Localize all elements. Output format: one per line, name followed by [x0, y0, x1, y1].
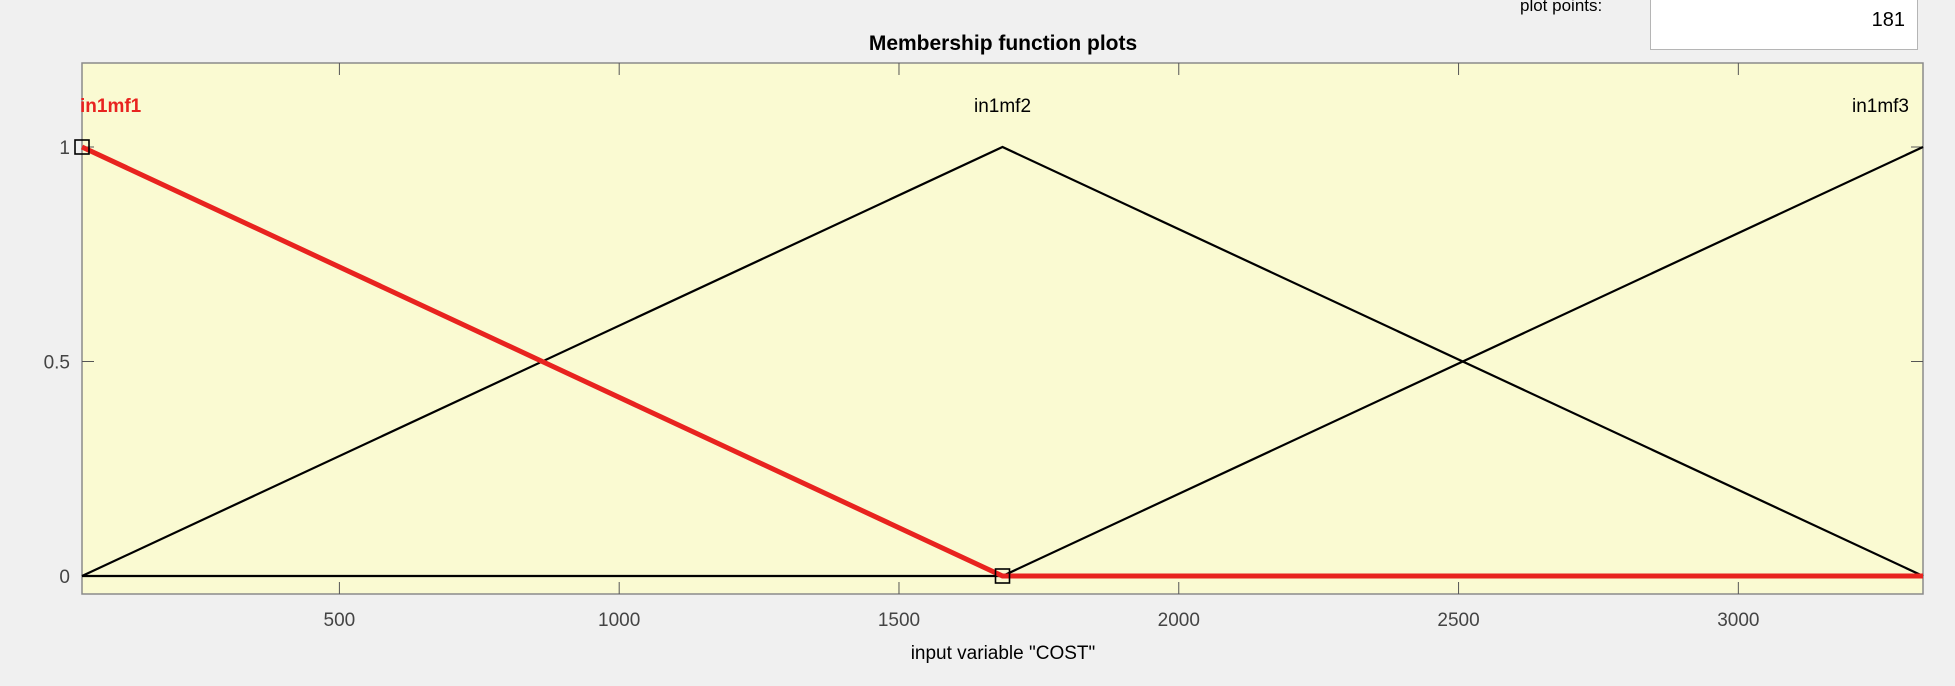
chart-title: Membership function plots	[869, 32, 1137, 55]
plot-area[interactable]	[81, 62, 1924, 595]
x-axis-label: input variable "COST"	[911, 643, 1096, 664]
y-tick-label: 0.5	[44, 353, 70, 374]
selection-handle[interactable]	[74, 139, 90, 155]
x-tick-label: 1000	[598, 610, 640, 631]
selected-handles[interactable]	[74, 139, 1011, 584]
y-tick-label: 1	[59, 138, 70, 159]
mf-label-in1mf2[interactable]: in1mf2	[974, 96, 1031, 117]
x-tick-label: 3000	[1717, 610, 1759, 631]
selection-handle[interactable]	[994, 568, 1011, 584]
x-tick-label: 2000	[1158, 610, 1200, 631]
x-tick-label: 1500	[878, 610, 920, 631]
x-axis: 500 1000 1500 2000 2500 3000	[324, 63, 1759, 631]
x-tick-label: 500	[324, 610, 356, 631]
series-lines	[80, 144, 1924, 579]
mf-label-in1mf1[interactable]: in1mf1	[80, 96, 142, 117]
x-tick-label: 2500	[1437, 610, 1479, 631]
plot-points-input[interactable]: 181	[1650, 0, 1918, 50]
y-tick-label: 0	[59, 567, 70, 588]
mf-line-in1mf1[interactable]	[80, 144, 1923, 579]
mf-label-in1mf3[interactable]: in1mf3	[1852, 96, 1909, 117]
series-labels: in1mf1 in1mf2 in1mf3	[80, 96, 1909, 117]
y-axis: 00.51	[44, 138, 1923, 588]
plot-points-label: plot points:	[1520, 0, 1603, 15]
mf-line-in1mf2[interactable]	[81, 145, 1924, 577]
